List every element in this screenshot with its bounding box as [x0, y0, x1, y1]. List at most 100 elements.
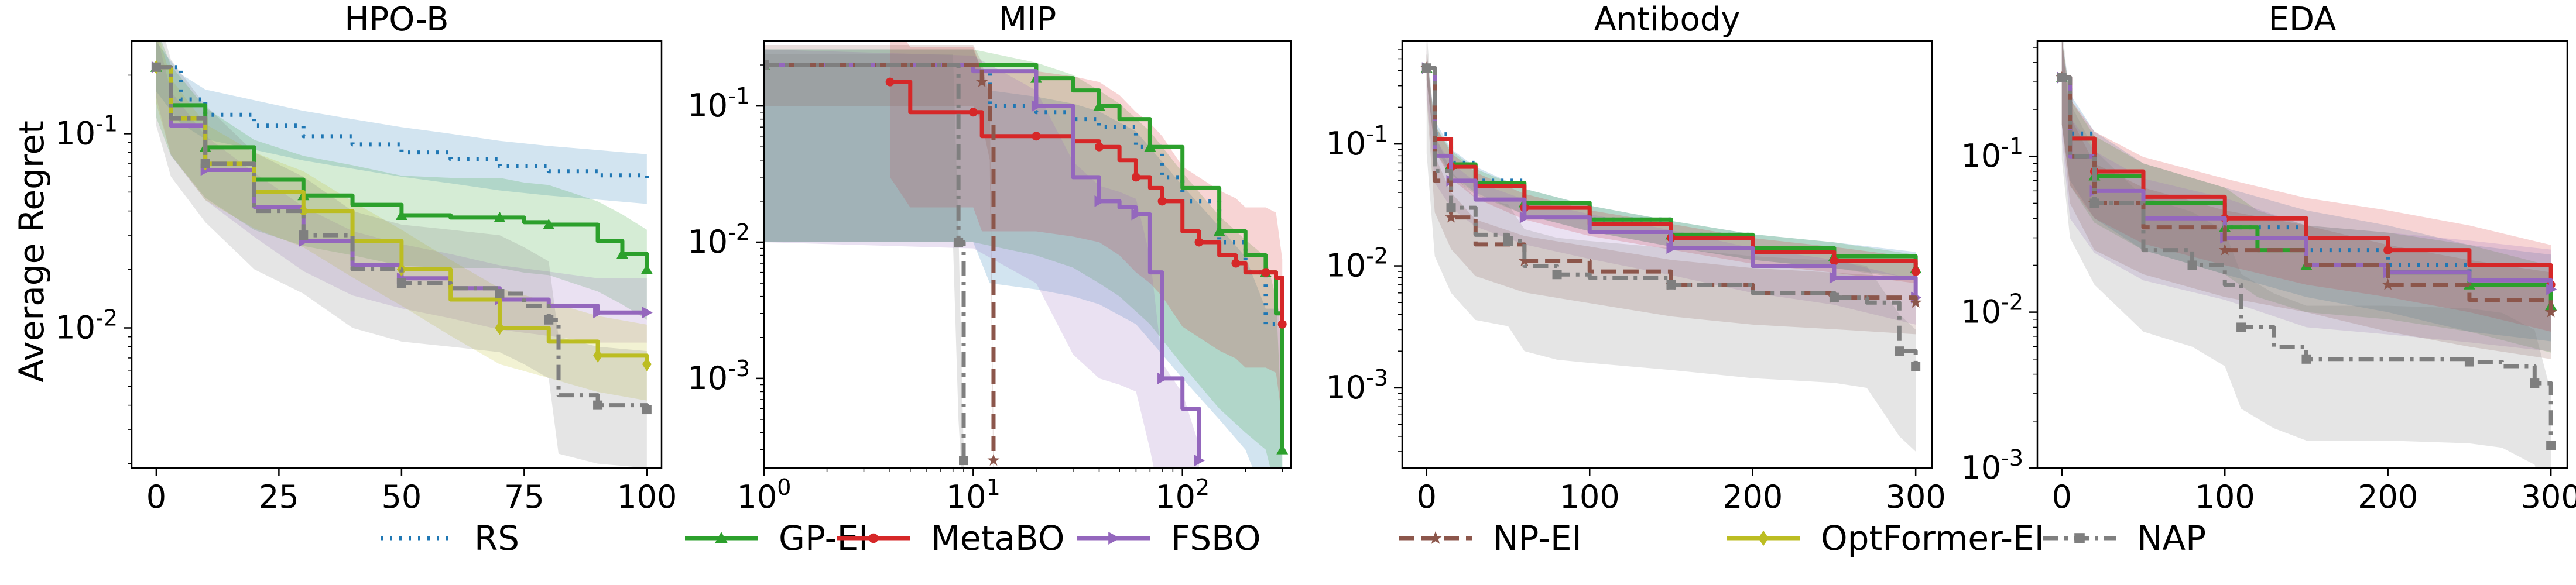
data-point-gp-ei — [494, 211, 506, 222]
y-tick-label: 10-2 — [687, 219, 750, 260]
y-tick-label: 10-3 — [1961, 445, 2023, 486]
x-tick-label: 100 — [1560, 479, 1620, 515]
data-point-nap — [2089, 198, 2099, 208]
data-point-optformer-ei — [642, 357, 652, 371]
series-line-fsbo — [1426, 66, 1918, 298]
data-point-nap — [544, 315, 554, 325]
series-line-nap — [1426, 66, 1918, 367]
data-point-np-ei — [987, 454, 1000, 466]
data-point-nap — [151, 62, 161, 72]
data-point-np-ei — [1445, 211, 1457, 223]
band-rs — [156, 42, 647, 204]
series-line-metabo — [1426, 66, 1918, 272]
data-point-gp-ei — [1213, 225, 1225, 236]
data-point-nap — [299, 230, 309, 240]
data-point-metabo — [1032, 132, 1041, 141]
legend-item-fsbo: FSBO — [1077, 518, 1261, 558]
y-tick-label: 10-2 — [1961, 290, 2023, 331]
data-point-fsbo — [1194, 455, 1205, 467]
legend-label: RS — [474, 518, 519, 558]
data-point-nap — [642, 405, 652, 415]
x-tick-label: 102 — [1155, 474, 1210, 515]
data-point-gp-ei — [1093, 100, 1105, 111]
data-point-np-ei — [2382, 278, 2395, 290]
x-tick-label: 50 — [382, 479, 422, 515]
series-line-nap — [2061, 75, 2553, 446]
x-tick-label: 200 — [1722, 479, 1783, 515]
band-nap — [764, 54, 964, 468]
y-tick-label: 10-2 — [55, 305, 118, 346]
data-point-nap — [1829, 292, 1839, 302]
band-rs — [764, 49, 1283, 468]
axes-frame — [763, 40, 1292, 469]
legend-label: NP-EI — [1493, 518, 1582, 558]
data-point-fsbo — [1666, 242, 1677, 254]
x-tick-label: 0 — [1417, 479, 1437, 515]
x-tick-label: 100 — [737, 474, 792, 515]
data-point-optformer-ei — [495, 321, 505, 335]
series-line-nap — [156, 65, 649, 410]
data-point-gp-ei — [1276, 443, 1289, 455]
legend-marker — [868, 533, 879, 543]
data-point-gp-ei — [616, 248, 628, 259]
data-point-fsbo — [1829, 271, 1840, 284]
data-point-nap — [1421, 63, 1431, 73]
data-point-fsbo — [1094, 195, 1105, 207]
y-tick-label: 10-1 — [687, 83, 750, 124]
data-point-metabo — [885, 77, 895, 87]
y-tick-label: 10-2 — [1325, 243, 1388, 284]
data-point-nap — [2236, 322, 2246, 332]
data-point-metabo — [1830, 256, 1839, 266]
data-point-np-ei — [975, 75, 988, 88]
data-point-metabo — [2383, 246, 2393, 255]
data-point-gp-ei — [640, 263, 653, 274]
data-point-nap — [1552, 270, 1562, 280]
x-tick-label: 25 — [259, 479, 299, 515]
x-tick-label: 0 — [146, 479, 166, 515]
data-point-nap — [1503, 236, 1513, 246]
series-line-gp-ei — [156, 65, 649, 270]
data-point-metabo — [1911, 267, 1920, 276]
panel-title: Antibody — [1594, 1, 1741, 39]
data-point-nap — [1446, 203, 1456, 213]
data-point-nap — [1895, 346, 1904, 356]
data-point-gp-ei — [1144, 141, 1156, 152]
axes-frame — [131, 40, 663, 469]
data-point-nap — [200, 159, 210, 168]
data-point-fsbo — [642, 307, 653, 319]
band-np-ei — [2061, 41, 2551, 359]
data-point-fsbo — [1519, 211, 1530, 223]
legend-marker — [2074, 533, 2085, 543]
band-optformer-ei — [156, 41, 647, 401]
data-point-fsbo — [1157, 372, 1169, 384]
data-point-nap — [2301, 354, 2311, 364]
data-point-nap — [1666, 280, 1676, 290]
panel-title: MIP — [999, 1, 1057, 39]
y-tick-label: 10-1 — [1961, 133, 2023, 174]
data-point-nap — [764, 60, 769, 70]
panel-hpo-b: HPO-B 0 25 50 75 100 10-1 10-2 — [55, 1, 677, 515]
x-tick-label: 200 — [2358, 479, 2418, 515]
legend-marker — [1429, 531, 1443, 544]
legend-label: MetaBO — [931, 518, 1064, 558]
data-point-fsbo — [1031, 100, 1042, 112]
legend-label: NAP — [2137, 518, 2206, 558]
data-point-nap — [2530, 378, 2540, 388]
data-point-metabo — [1131, 173, 1140, 182]
band-nap — [2061, 41, 2551, 468]
data-point-nap — [2546, 441, 2556, 450]
legend-item-nap: NAP — [2043, 518, 2206, 558]
data-point-nap — [2057, 73, 2067, 82]
legend-label: OptFormer-EI — [1821, 518, 2044, 558]
data-point-nap — [2464, 357, 2474, 367]
data-point-metabo — [1095, 142, 1104, 152]
legend-item-rs: RS — [381, 518, 519, 558]
band-gp-ei — [156, 41, 647, 320]
band-metabo — [2061, 41, 2551, 332]
data-point-nap — [593, 400, 603, 410]
legend-item-np-ei: NP-EI — [1399, 518, 1582, 558]
panel-antibody: Antibody 0 100 200 300 10-1 10-2 10-3 — [1325, 1, 1945, 515]
band-gp-ei — [2061, 41, 2551, 353]
y-tick-label: 10-1 — [1325, 121, 1388, 162]
axes-frame — [1401, 40, 1933, 469]
